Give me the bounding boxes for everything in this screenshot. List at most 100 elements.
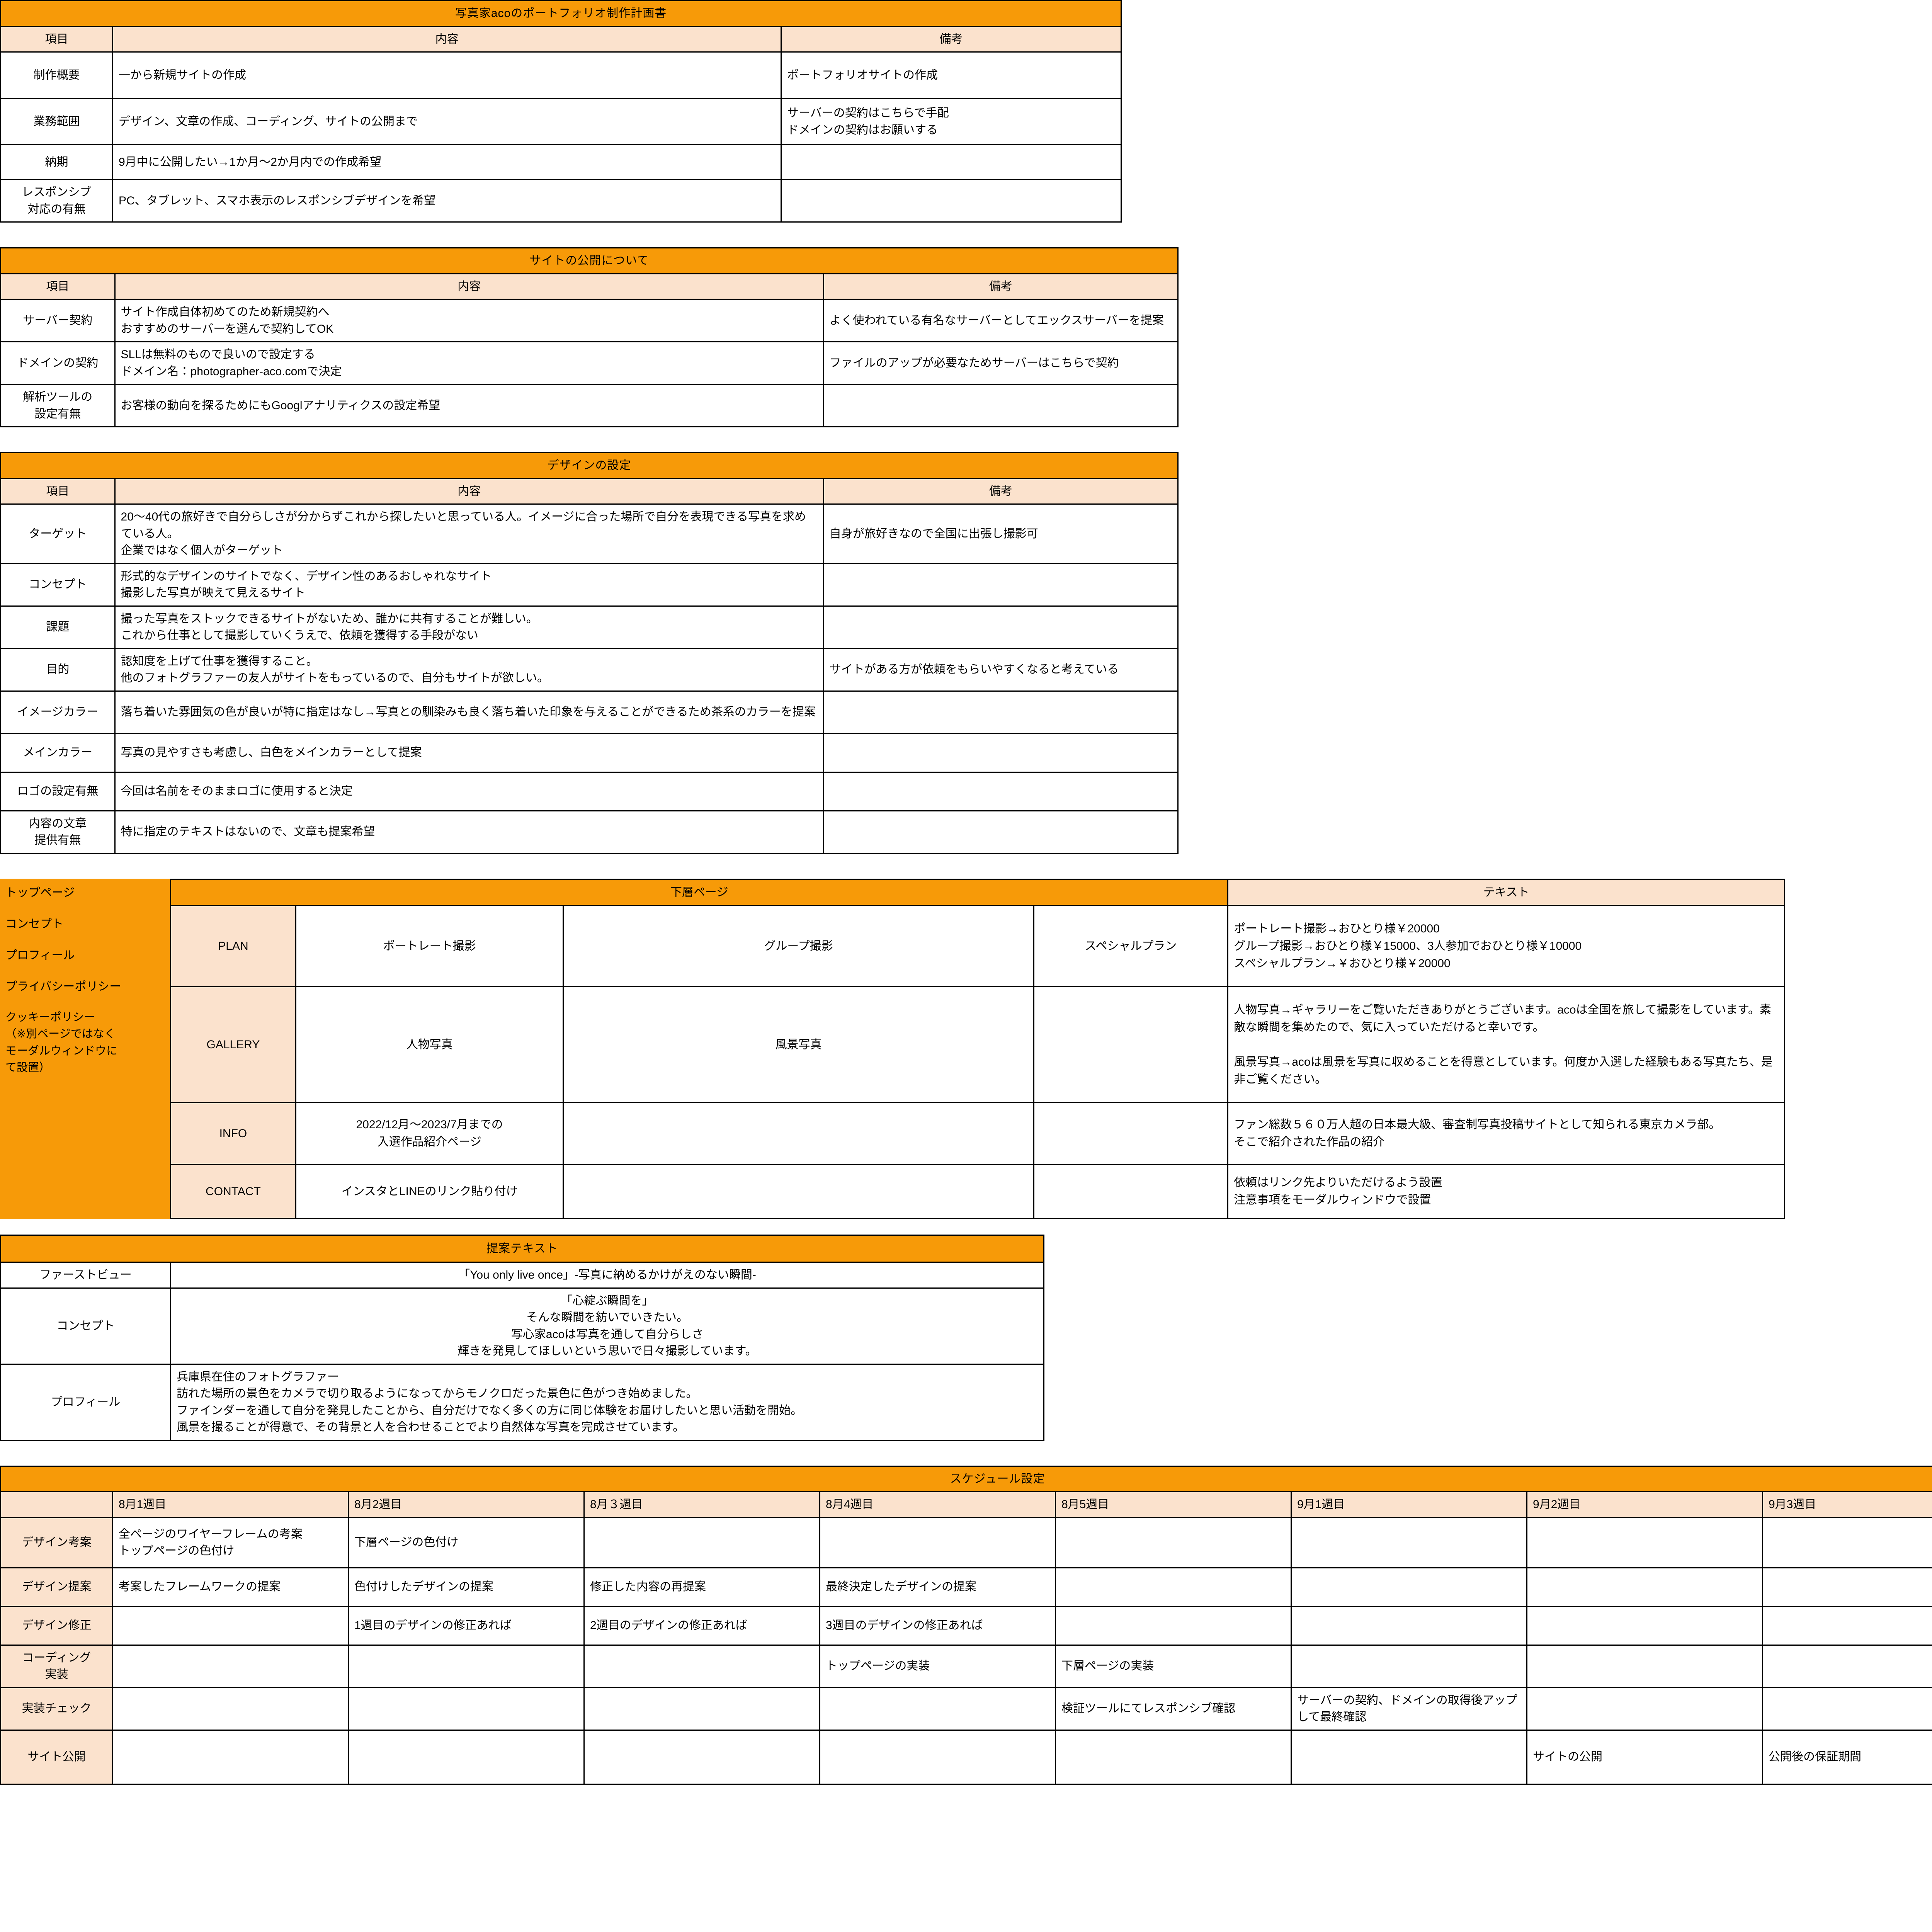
sitemap-row-plan: PLAN ポートレート撮影 グループ撮影 スペシャルプラン ポートレート撮影→お… [170,905,1785,987]
schedule-header-aug-w5: 8月5週目 [1055,1491,1292,1518]
row-item-label: 課題 [0,605,116,649]
sitemap-info-col-1: 2022/12月～2023/7月までの 入選作品紹介ページ [295,1102,564,1165]
schedule-cell [1762,1517,1932,1568]
schedule-cell: 修正した内容の再提案 [583,1567,820,1607]
row-content: 今回は名前をそのままロゴに使用すると決定 [114,771,824,811]
table-row: イメージカラー 落ち着いた雰囲気の色が良いが特に指定はなし→写真との馴染みも良く… [0,690,1179,734]
sidebar-item-profile[interactable]: プロフィール [5,949,75,962]
row-item-label: 内容の文章 提供有無 [0,810,116,854]
row-note: ファイルのアップが必要なためサーバーはこちらで契約 [823,341,1179,385]
row-note [823,810,1179,854]
schedule-cell: 検証ツールにてレスポンシブ確認 [1055,1687,1292,1731]
schedule-cell [348,1644,585,1688]
row-item-label: サーバー契約 [0,299,116,342]
schedule-cell [112,1687,349,1731]
row-item-label: メインカラー [0,733,116,773]
table-row: ドメインの契約 SLLは無料のもので良いので設定する ドメイン名：photogr… [0,341,1179,385]
schedule-row-design-draft: デザイン考案 全ページのワイヤーフレームの考案 トップページの色付け 下層ページ… [0,1517,1932,1568]
proposal-profile-content: 兵庫県在住のフォトグラファー 訪れた場所の景色をカメラで切り取るようになってから… [170,1363,1045,1441]
sitemap-key-plan: PLAN [170,905,296,987]
row-note [823,605,1179,649]
sitemap-info-text: ファン総数５６０万人超の日本最大級、審査制写真投稿サイトとして知られる東京カメラ… [1227,1102,1785,1165]
schedule-cell: サイトの公開 [1526,1729,1763,1785]
schedule-header-blank [0,1491,113,1518]
proposal-text-table: 提案テキスト ファーストビュー 「You only live once」-写真に… [0,1234,1045,1441]
schedule-cell: 下層ページの色付け [348,1517,585,1568]
table-row: ファーストビュー 「You only live once」-写真に納めるかけがえ… [0,1262,1045,1289]
sidebar-item-top-page[interactable]: トップページ [5,886,75,899]
schedule-cell [1526,1517,1763,1568]
schedule-cell [112,1729,349,1785]
schedule-header-aug-w2: 8月2週目 [348,1491,585,1518]
table-row: ロゴの設定有無 今回は名前をそのままロゴに使用すると決定 [0,771,1179,811]
section-gap [0,223,1932,247]
schedule-cell [1762,1644,1932,1688]
section-gap [0,1441,1932,1466]
proposal-item-concept: コンセプト [0,1287,171,1365]
schedule-cell [348,1729,585,1785]
sitemap-contact-col-1: インスタとLINEのリンク貼り付け [295,1163,564,1219]
sidebar-item-cookie-policy[interactable]: クッキーポリシー （※別ページではなく モーダルウィンドウに て設置） [5,1011,118,1074]
publish-info-title: サイトの公開について [0,247,1179,274]
row-note: ポートフォリオサイトの作成 [780,51,1122,99]
schedule-cell: 下層ページの実装 [1055,1644,1292,1688]
column-header-item: 項目 [0,26,113,53]
schedule-row-implementation-check: 実装チェック 検証ツールにてレスポンシブ確認 サーバーの契約、ドメインの取得後ア… [0,1687,1932,1731]
sitemap-contact-col-3 [1033,1163,1229,1219]
schedule-cell: 最終決定したデザインの提案 [819,1567,1056,1607]
schedule-cell [1526,1567,1763,1607]
schedule-header-sep-w3: 9月3週目 [1762,1491,1932,1518]
column-header-content: 内容 [114,273,824,300]
proposal-text-title: 提案テキスト [0,1234,1045,1263]
row-item-label: ドメインの契約 [0,341,116,385]
proposal-item-first-view: ファーストビュー [0,1262,171,1289]
sitemap-key-contact: CONTACT [170,1163,296,1219]
row-note: サーバーの契約はこちらで手配 ドメインの契約はお願いする [780,98,1122,145]
schedule-cell [348,1687,585,1731]
schedule-item-label: コーディング 実装 [0,1644,113,1688]
schedule-cell [1055,1567,1292,1607]
sitemap-header-row: 下層ページ テキスト [170,878,1785,906]
schedule-header-aug-w1: 8月1週目 [112,1491,349,1518]
sitemap-contact-col-2 [563,1163,1034,1219]
schedule-cell [583,1729,820,1785]
row-note [823,384,1179,427]
column-header-note: 備考 [823,273,1179,300]
section-gap [0,854,1932,879]
schedule-cell: 3週目のデザインの修正あれば [819,1605,1056,1646]
table-row: 内容の文章 提供有無 特に指定のテキストはないので、文章も提案希望 [0,810,1179,854]
row-content: サイト作成自体初めてのため新規契約へ おすすめのサーバーを選んで契約してOK [114,299,824,342]
row-content: 形式的なデザインのサイトでなく、デザイン性のあるおしゃれなサイト 撮影した写真が… [114,563,824,607]
design-settings-title: デザインの設定 [0,452,1179,479]
schedule-header-sep-w2: 9月2週目 [1526,1491,1763,1518]
sidebar-item-concept[interactable]: コンセプト [5,917,63,930]
schedule-cell [1762,1567,1932,1607]
schedule-cell [583,1687,820,1731]
schedule-row-site-release: サイト公開 サイトの公開 公開後の保証期間 [0,1729,1932,1785]
table-row: サーバー契約 サイト作成自体初めてのため新規契約へ おすすめのサーバーを選んで契… [0,299,1179,342]
row-note: よく使われている有名なサーバーとしてエックスサーバーを提案 [823,299,1179,342]
table-row: 納期 9月中に公開したい→1か月～2か月内での作成希望 [0,144,1122,180]
row-item-label: 業務範囲 [0,98,113,145]
table-row: レスポンシブ 対応の有無 PC、タブレット、スマホ表示のレスポンシブデザインを希… [0,179,1122,223]
row-item-label: 制作概要 [0,51,113,99]
row-note [823,690,1179,734]
schedule-cell [1291,1644,1527,1688]
row-note [823,563,1179,607]
schedule-cell [1526,1687,1763,1731]
row-note [823,771,1179,811]
column-header-content: 内容 [114,478,824,505]
sitemap-plan-text: ポートレート撮影→おひとり様￥20000 グループ撮影→おひとり様￥15000、… [1227,905,1785,987]
schedule-item-label: デザイン考案 [0,1517,113,1568]
schedule-header-aug-w4: 8月4週目 [819,1491,1056,1518]
schedule-cell [112,1644,349,1688]
row-content: PC、タブレット、スマホ表示のレスポンシブデザインを希望 [112,179,782,223]
column-header-note: 備考 [823,478,1179,505]
table-row: 制作概要 一から新規サイトの作成 ポートフォリオサイトの作成 [0,51,1122,99]
column-header-item: 項目 [0,273,116,300]
table-banner-row: 提案テキスト [0,1234,1045,1263]
sitemap-info-col-2 [563,1102,1034,1165]
sidebar-item-privacy-policy[interactable]: プライバシーポリシー [5,980,121,993]
sitemap-row-gallery: GALLERY 人物写真 風景写真 人物写真→ギャラリーをご覧いただきありがとう… [170,986,1785,1103]
sitemap-plan-col-1: ポートレート撮影 [295,905,564,987]
